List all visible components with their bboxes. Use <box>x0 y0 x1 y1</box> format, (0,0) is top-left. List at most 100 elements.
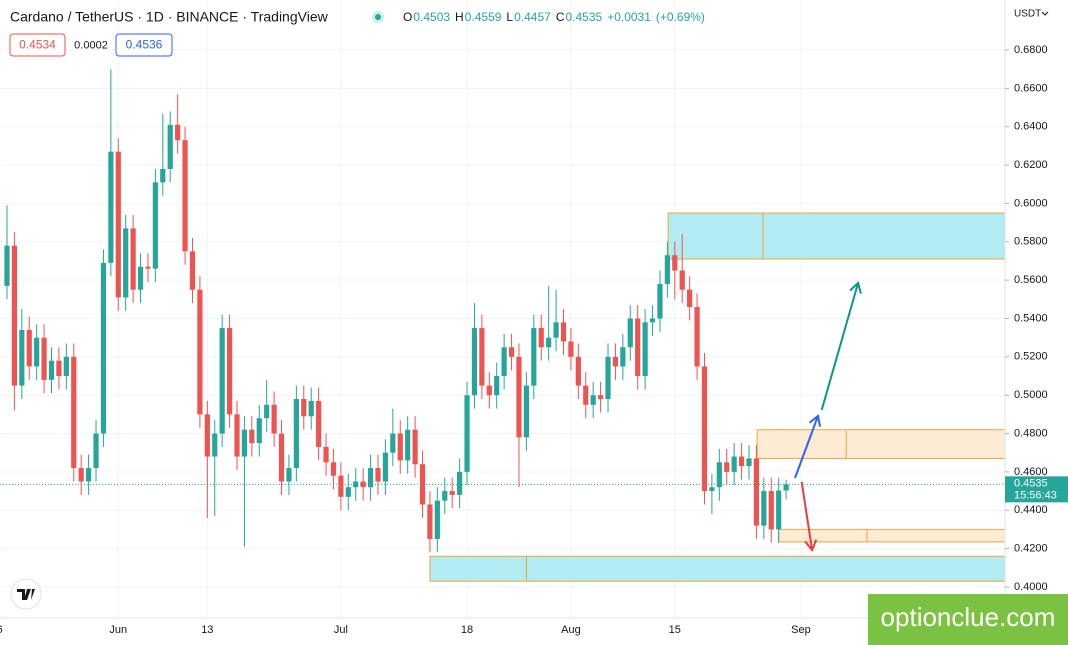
candle-body <box>471 328 478 396</box>
candle-body <box>679 270 685 290</box>
y-tick-label: 0.6800 <box>1014 44 1048 56</box>
candle-body <box>212 433 218 457</box>
x-tick-label: 15 <box>669 624 681 636</box>
candle-body <box>160 168 166 183</box>
candle-body <box>152 182 158 269</box>
price-zone <box>429 555 1006 582</box>
candle-body <box>501 347 507 377</box>
candle-body <box>330 462 337 476</box>
arrow <box>820 282 860 411</box>
candle-body <box>241 429 248 457</box>
candle-body <box>516 356 522 438</box>
tv-logo <box>10 578 42 610</box>
candle-body <box>249 429 255 444</box>
candle-body <box>672 255 678 271</box>
candle-body <box>597 395 604 400</box>
legend-item: 0.4503 <box>413 10 450 24</box>
x-tick-label: Aug <box>561 624 581 636</box>
countdown: 15:56:43 <box>1014 489 1057 501</box>
candle-body <box>204 414 210 457</box>
candle-body <box>605 356 611 400</box>
price-zone <box>778 528 1006 543</box>
candle-body <box>538 328 544 348</box>
candle-body <box>145 266 151 269</box>
candle-body <box>226 328 233 415</box>
x-tick-label: 13 <box>201 624 213 636</box>
candle-body <box>627 318 633 348</box>
legend-item: 0.4559 <box>465 10 502 24</box>
candle-body <box>427 504 433 540</box>
y-tick-label: 0.5200 <box>1014 351 1048 363</box>
candle-body <box>649 318 656 323</box>
candle-body <box>419 464 426 505</box>
arrow <box>800 481 814 551</box>
candle-body <box>323 446 329 463</box>
candle-body <box>56 360 62 377</box>
status-dot <box>375 14 381 20</box>
candle-body <box>590 395 596 405</box>
y-tick-label: 0.4000 <box>1014 581 1048 593</box>
price-label: 0.4535 <box>1014 477 1048 489</box>
candle-body <box>41 337 47 380</box>
candle-body <box>701 366 708 492</box>
candle-body <box>48 360 55 380</box>
candle-body <box>93 433 99 469</box>
y-tick-label: 0.4600 <box>1014 466 1048 478</box>
ask-box[interactable] <box>115 33 173 57</box>
candle-body <box>612 356 619 367</box>
candle-body <box>34 337 40 367</box>
candle-body <box>738 456 745 467</box>
candle-body <box>753 458 760 526</box>
candle-body <box>694 306 700 367</box>
candle-body <box>575 356 581 386</box>
candle-body <box>167 124 173 169</box>
arrow-head <box>808 414 822 427</box>
candle-body <box>4 245 10 286</box>
candle-body <box>664 255 670 284</box>
candle-body <box>486 385 492 396</box>
candle-body <box>234 414 240 457</box>
candle-body <box>560 322 567 342</box>
candle-body <box>19 329 25 386</box>
candle-body <box>219 328 225 434</box>
candle-body <box>568 341 574 357</box>
candle-body <box>130 228 136 290</box>
candle-body <box>308 400 314 417</box>
candle-body <box>63 356 69 377</box>
candle-body <box>479 328 485 386</box>
candle-body <box>86 468 92 482</box>
watermark-box <box>868 594 1068 645</box>
candle-body <box>716 462 722 488</box>
chart-title: Cardano / TetherUS · 1D · BINANCE · Trad… <box>10 9 329 25</box>
candle-body <box>442 491 448 501</box>
watermark: optionclue.com <box>881 602 1056 632</box>
candle-body <box>494 376 500 396</box>
candle-body <box>256 418 262 444</box>
y-tick-label: 0.4800 <box>1014 427 1048 439</box>
x-tick-label: 18 <box>461 624 473 636</box>
candle-body <box>457 471 463 495</box>
x-tick-label: Sep <box>791 624 811 636</box>
candle-body <box>776 490 782 530</box>
y-tick-label: 0.5000 <box>1014 389 1048 401</box>
legend-item: H <box>455 10 464 24</box>
candle-body <box>197 289 203 415</box>
candle-body <box>405 429 411 461</box>
x-tick-label: 6 <box>0 624 3 636</box>
candle-body <box>687 289 693 307</box>
y-tick-label: 0.6200 <box>1014 159 1048 171</box>
candle-body <box>709 487 715 492</box>
price-zone <box>667 212 1006 260</box>
candle-body <box>278 433 285 482</box>
y-tick-label: 0.6000 <box>1014 197 1048 209</box>
candle-body <box>642 322 648 377</box>
spread: 0.0002 <box>74 39 108 51</box>
candle-body <box>412 429 418 465</box>
price-badge <box>1005 476 1068 503</box>
candle-body <box>583 385 589 405</box>
currency[interactable]: USDT <box>1014 9 1041 20</box>
bid-box[interactable] <box>9 33 66 57</box>
candle-body <box>271 404 277 434</box>
arrow-head <box>804 539 818 552</box>
